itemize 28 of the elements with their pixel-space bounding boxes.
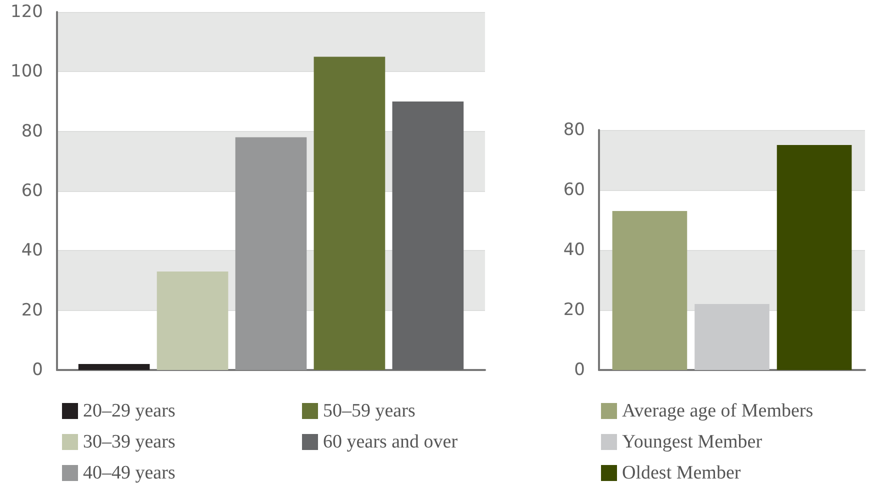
bar (156, 272, 228, 370)
y-tick-label: 20 (21, 300, 43, 320)
y-tick-label: 120 (10, 2, 43, 22)
bar (612, 211, 688, 370)
bar (392, 102, 464, 370)
y-tick-label: 40 (563, 240, 585, 260)
y-tick-label: 60 (21, 181, 43, 201)
bar (235, 137, 307, 370)
y-tick-label: 0 (32, 360, 43, 380)
bar (694, 304, 770, 370)
y-tick-label: 100 (10, 62, 43, 82)
y-tick-label: 0 (574, 360, 585, 380)
y-tick-label: 40 (21, 240, 43, 261)
legend-label: 40–49 years (83, 462, 176, 484)
y-tick-label: 80 (563, 120, 585, 140)
bar (78, 364, 150, 370)
y-tick-label: 20 (563, 300, 585, 320)
legend-label: 30–39 years (83, 432, 176, 452)
legend-label: 20–29 years (83, 400, 176, 422)
legend-label: Oldest Member (622, 462, 742, 484)
y-tick-label: 60 (563, 180, 585, 200)
legend-label: Average age of Members (622, 400, 814, 422)
bar (776, 145, 852, 370)
legend-label: Youngest Member (622, 432, 763, 452)
bar (314, 56, 386, 370)
legend-label: 60 years and over (323, 432, 458, 452)
legend-label: 50–59 years (323, 400, 416, 422)
y-tick-label: 80 (21, 121, 43, 142)
